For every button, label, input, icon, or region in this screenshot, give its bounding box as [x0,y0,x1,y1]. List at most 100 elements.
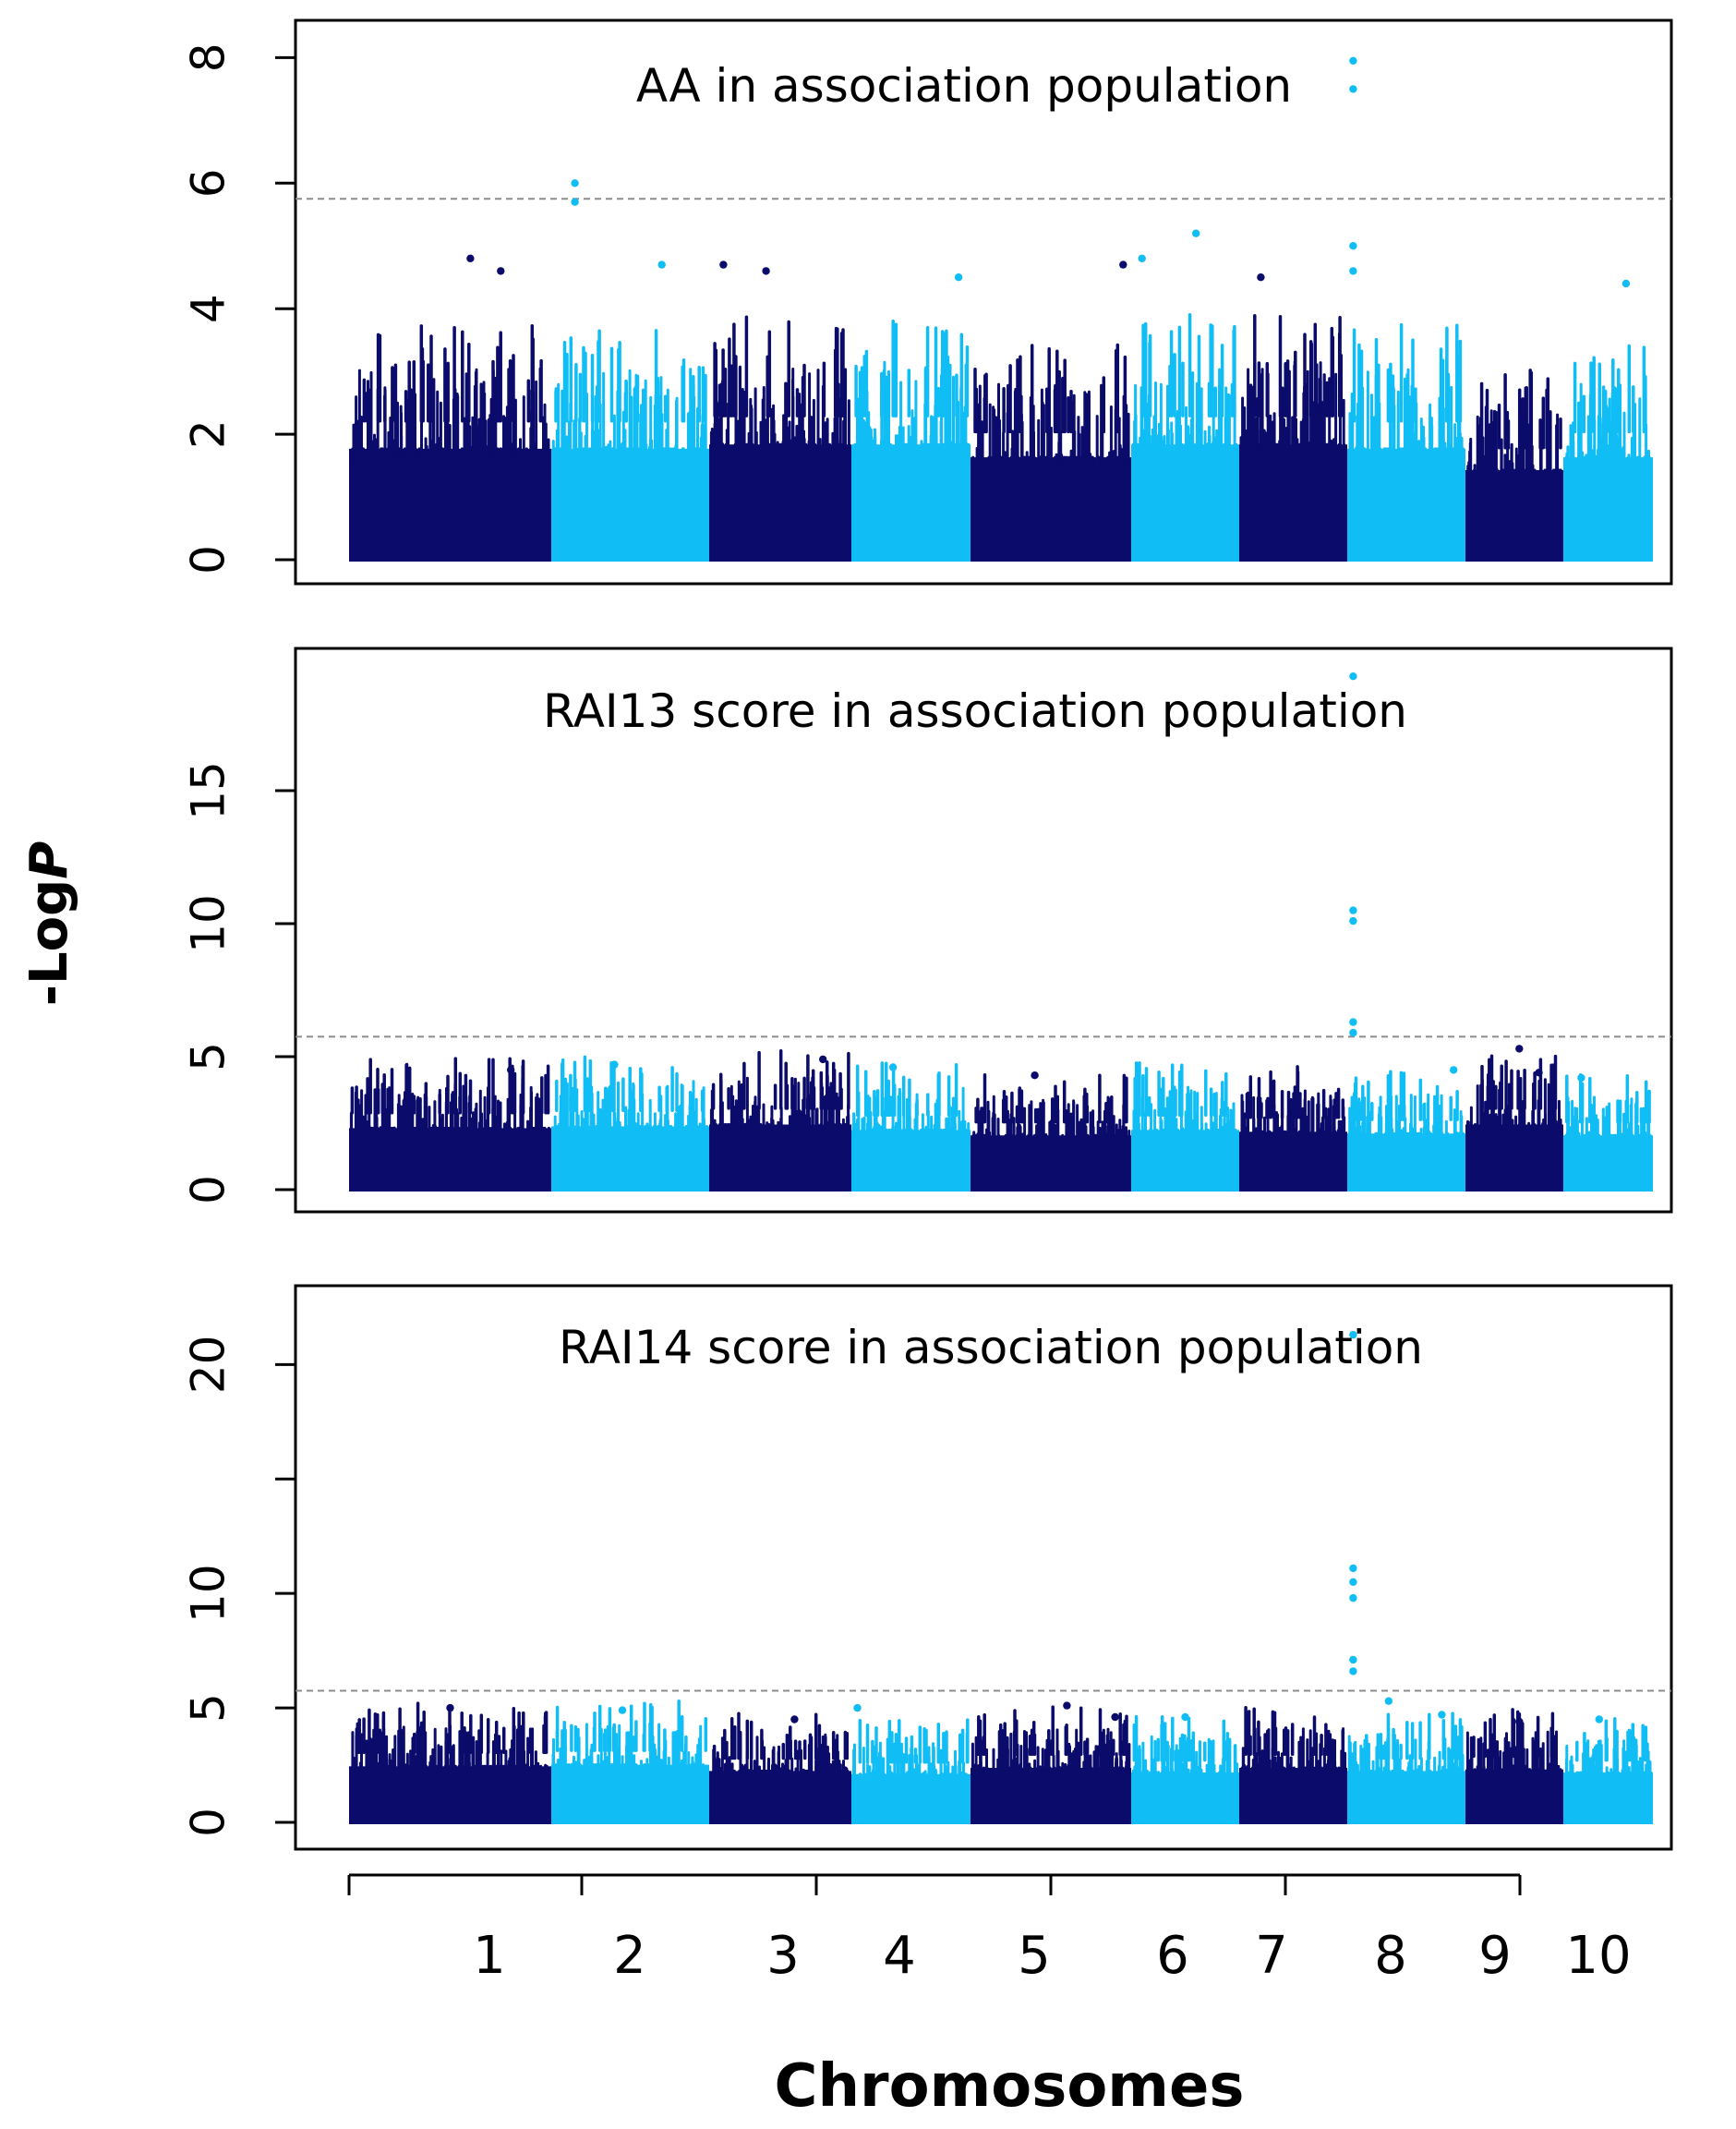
peak-snp-point [888,1063,898,1071]
chromosome-10-snp-spikes [1575,1716,1648,1762]
chromosome-6-snp-cloud [1131,1772,1239,1824]
panel-aa-plot-layer: 0 2 4 6 8 [182,42,1671,575]
peak-snp-point [1621,279,1631,288]
chromosome-4-snp-spikes [855,1061,958,1117]
y-axis-title: -LogP [19,841,79,1007]
chromosome-1-snp-spikes [362,323,543,423]
peak-snp-point [618,1706,627,1714]
chromosome-6-snp-cloud [1131,1130,1239,1192]
peak-snp-point [657,260,666,269]
chromosome-4-snp-spikes [858,1718,970,1764]
chromosome-label-7: 7 [1255,1926,1288,1986]
peak-snp-point [1349,1655,1357,1664]
chromosome-7-snp-fringe [1240,1089,1346,1139]
chromosome-7-snp-cloud [1239,1768,1347,1824]
peak-snp-point [790,1715,799,1724]
peak-snp-point [571,198,579,206]
chromosome-6-snp-fringe [1131,360,1238,456]
chromosome-8-snp-spikes [1348,1712,1464,1760]
y-tick-label: 2 [182,419,235,449]
chromosome-9-snp-spikes [1480,1054,1558,1110]
chromosome-10-snp-spikes [1565,1073,1651,1124]
y-tick-label: 0 [182,545,235,575]
chromosome-label-1: 1 [473,1926,506,1986]
panel-rai13-title: RAI13 score in association population [543,684,1407,738]
peak-snp-point [1349,1018,1357,1026]
peak-snp-point [1577,1073,1585,1083]
chromosome-3-snp-spikes [712,1712,850,1760]
peak-snp-point [1349,916,1357,925]
y-tick-label: 0 [182,1175,235,1204]
chromosome-2-snp-spikes [554,329,705,423]
chromosome-8-snp-fringe [1347,1092,1465,1141]
peak-snp-point [1595,1715,1604,1724]
chromosome-3-snp-cloud [709,444,851,562]
peak-snp-point [719,260,728,269]
y-tick-label: 5 [182,1693,235,1723]
chromosome-7-snp-fringe [1240,1727,1347,1774]
peak-snp-point [497,267,505,275]
peak-snp-point [446,1703,454,1712]
peak-snp-point [1349,1028,1357,1037]
peak-snp-point [1192,229,1200,237]
panel-rai13-plot-layer: 0 5 10 15 [182,672,1671,1204]
peak-snp-point [1349,1593,1357,1603]
chromosome-6-snp-cloud [1131,444,1239,562]
chromosome-4-snp-fringe [851,1086,970,1137]
peak-snp-point [762,267,770,275]
peak-snp-point [1181,1712,1189,1722]
peak-snp-point [954,273,963,282]
chromosome-5-snp-cloud [970,1768,1131,1824]
chromosome-label-2: 2 [613,1926,646,1986]
chromosome-5-snp-cloud [970,1135,1131,1192]
panel-rai14-plot-layer: 0 5 10 20 [182,1330,1671,1837]
chromosome-label-6: 6 [1156,1926,1189,1986]
chromosome-10-snp-cloud [1563,1772,1653,1824]
y-tick-label: 8 [182,42,235,72]
chromosome-9-snp-fringe [1466,405,1562,479]
panel-aa-title: AA in association population [636,59,1292,113]
chromosome-2-snp-cloud [551,1126,709,1192]
peak-snp-point [1349,85,1357,93]
chromosome-4-snp-cloud [851,444,970,562]
chromosome-3-snp-fringe [709,365,850,456]
x-axis-title: Chromosomes [775,2052,1245,2121]
y-axis-title-main: -Log [19,879,79,1006]
peak-snp-point [853,1703,862,1712]
chromosome-1-snp-spikes [350,1057,550,1115]
peak-snp-point [1138,254,1146,262]
chromosome-1-snp-spikes [355,1701,549,1754]
chromosome-9-snp-spikes [1472,1708,1555,1759]
peak-snp-point [1438,1711,1446,1719]
chromosome-2-snp-cloud [551,1764,709,1824]
chromosome-2-snp-spikes [555,1055,705,1113]
chromosome-5-snp-spikes [976,1705,1128,1757]
peak-snp-point [1031,1071,1039,1080]
chromosome-label-8: 8 [1374,1926,1407,1986]
chromosome-6-snp-spikes [1133,1061,1228,1117]
chromosome-8-snp-cloud [1347,1771,1465,1824]
chromosome-5-snp-cloud [970,457,1131,562]
peak-snp-point [610,1060,619,1069]
chromosome-6-snp-fringe [1132,1085,1237,1137]
y-tick-label: 6 [182,168,235,198]
chromosome-5-snp-spikes [973,343,1127,434]
chromosome-label-9: 9 [1478,1926,1512,1986]
peak-snp-point [1450,1066,1458,1074]
y-axis-title-italic: P [19,841,79,879]
chromosome-label-10: 10 [1565,1926,1631,1986]
x-axis: 1 2 3 4 5 6 7 8 9 10 [347,1873,1632,1986]
chromosome-1-snp-cloud [349,1128,551,1192]
peak-snp-point [1349,1330,1357,1339]
chromosome-7-snp-cloud [1239,1131,1347,1192]
chromosome-2-snp-fringe [551,368,707,460]
chromosome-9-snp-cloud [1465,469,1563,562]
chromosome-label-5: 5 [1018,1926,1051,1986]
chromosome-9-snp-cloud [1465,1124,1563,1192]
y-tick-label: 5 [182,1042,235,1071]
chromosome-6-snp-spikes [1141,312,1236,417]
chromosome-3-snp-spikes [713,315,846,417]
chromosome-10-snp-spikes [1573,344,1647,434]
chromosome-8-snp-fringe [1348,368,1465,460]
peak-snp-point [1349,1667,1357,1675]
